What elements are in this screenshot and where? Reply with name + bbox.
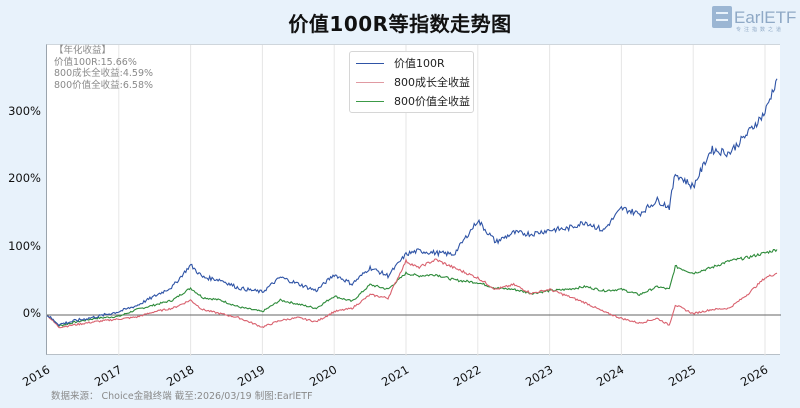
series-line — [47, 258, 778, 329]
annotation-heading: 【年化收益】 — [54, 45, 112, 56]
line-chart — [47, 45, 781, 356]
y-tick-label: 0% — [22, 306, 41, 320]
legend-item: 800成长全收益 — [350, 73, 470, 91]
logo-text: EarlETF — [734, 7, 797, 27]
annotation-line: 价值100R:15.66% — [54, 56, 137, 68]
x-tick-label: 2024 — [594, 362, 627, 390]
annotation-line: 800成长全收益:4.59% — [54, 68, 154, 79]
annotation-line: 800价值全收益:6.58% — [54, 79, 154, 91]
legend-swatch-icon — [356, 100, 384, 102]
y-tick-label: 100% — [8, 238, 41, 253]
x-tick-label: 2016 — [20, 362, 53, 390]
legend-label: 800价值全收益 — [394, 95, 470, 108]
x-tick-label: 2023 — [522, 362, 555, 390]
x-tick-label: 2022 — [450, 362, 484, 390]
legend-item: 800价值全收益 — [350, 92, 470, 110]
legend-swatch-icon — [356, 62, 384, 64]
brand-logo: EarlETF 专注指数之道 — [712, 6, 797, 33]
x-tick-label: 2025 — [666, 362, 699, 390]
legend-item: 价值100R — [350, 54, 445, 72]
chart-title: 价值100R等指数走势图 — [288, 12, 512, 36]
series-line — [47, 78, 778, 327]
legend-swatch-icon — [356, 81, 384, 83]
x-tick-label: 2021 — [379, 362, 412, 390]
x-tick-label: 2020 — [307, 362, 340, 390]
x-tick-label: 2018 — [163, 362, 196, 390]
logo-subtext: 专注指数之道 — [736, 27, 785, 33]
x-tick-label: 2017 — [91, 362, 125, 390]
legend-label: 800成长全收益 — [394, 76, 470, 89]
y-tick-label: 200% — [8, 171, 41, 185]
legend-label: 价值100R — [394, 57, 445, 70]
chart-legend: 价值100R 800成长全收益 800价值全收益 — [349, 51, 474, 113]
x-tick-label: 2026 — [738, 362, 771, 390]
data-source-note: 数据来源： Choice金融终端 截至:2026/03/19 制图:EarlET… — [51, 391, 313, 402]
y-tick-label: 300% — [8, 103, 41, 118]
logo-icon — [712, 6, 732, 28]
x-tick-label: 2019 — [235, 362, 268, 390]
annualized-returns-annotation: 【年化收益】 价值100R:15.66% 800成长全收益:4.59% 800价… — [54, 45, 153, 91]
series-line — [47, 249, 778, 327]
